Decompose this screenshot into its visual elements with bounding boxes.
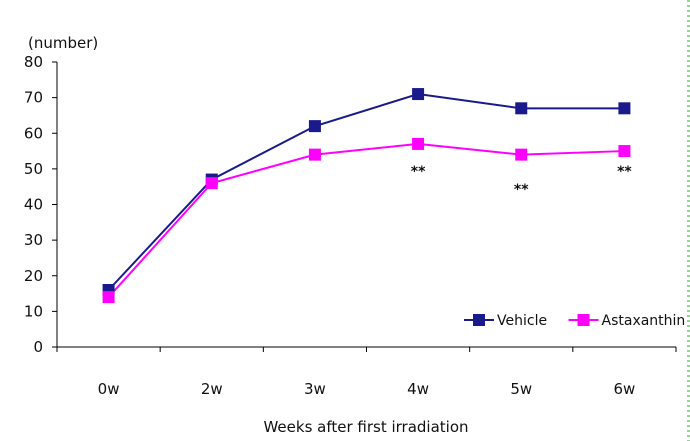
data-point-astaxanthin [515, 148, 528, 161]
y-tick-label: 20 [24, 267, 43, 285]
x-tick-label: 6w [614, 380, 636, 398]
series-lines [107, 93, 625, 298]
significance-marker: ** [411, 164, 426, 180]
y-tick-label: 40 [24, 196, 43, 214]
y-axis-label: (number) [28, 34, 98, 52]
data-point-astaxanthin [102, 291, 115, 304]
y-tick-label: 70 [24, 89, 43, 107]
legend-label-astaxanthin: Astaxanthin [602, 313, 686, 329]
data-point-astaxanthin [412, 137, 425, 150]
series-markers [102, 88, 631, 304]
y-tick-label: 30 [24, 231, 43, 249]
legend-marker-astaxanthin [577, 314, 590, 326]
series-line-vehicle [107, 93, 625, 291]
y-tick-label: 0 [33, 338, 43, 356]
y-tick-label: 10 [24, 302, 43, 320]
legend-marker-vehicle [473, 314, 485, 326]
x-tick-label: 2w [201, 380, 223, 398]
axes: 0 10 20 30 40 50 60 70 80 0w 2w 3w 4w 5w 6w [24, 53, 677, 398]
x-tick-label: 5w [510, 380, 532, 398]
y-tick-label: 80 [24, 53, 43, 71]
x-axis-label: Weeks after first irradiation [263, 418, 468, 436]
significance-marker: ** [617, 164, 632, 180]
legend: Vehicle Astaxanthin [464, 313, 685, 329]
x-tick-label: 0w [98, 380, 120, 398]
data-point-astaxanthin [205, 177, 218, 190]
significance-marker: ** [514, 182, 529, 198]
series-line-astaxanthin [107, 142, 625, 298]
right-edge-border [687, 0, 690, 441]
x-tick-label: 4w [407, 380, 429, 398]
y-tick-label: 60 [24, 124, 43, 142]
significance-annotations: ** ** ** [411, 164, 633, 198]
data-point-vehicle [618, 102, 631, 115]
data-point-astaxanthin [618, 145, 631, 158]
x-tick-label: 3w [304, 380, 326, 398]
y-tick-label: 50 [24, 160, 43, 178]
data-point-astaxanthin [308, 148, 321, 161]
data-point-vehicle [412, 88, 425, 101]
data-point-vehicle [515, 102, 528, 115]
data-point-vehicle [308, 120, 321, 133]
legend-label-vehicle: Vehicle [497, 313, 547, 329]
